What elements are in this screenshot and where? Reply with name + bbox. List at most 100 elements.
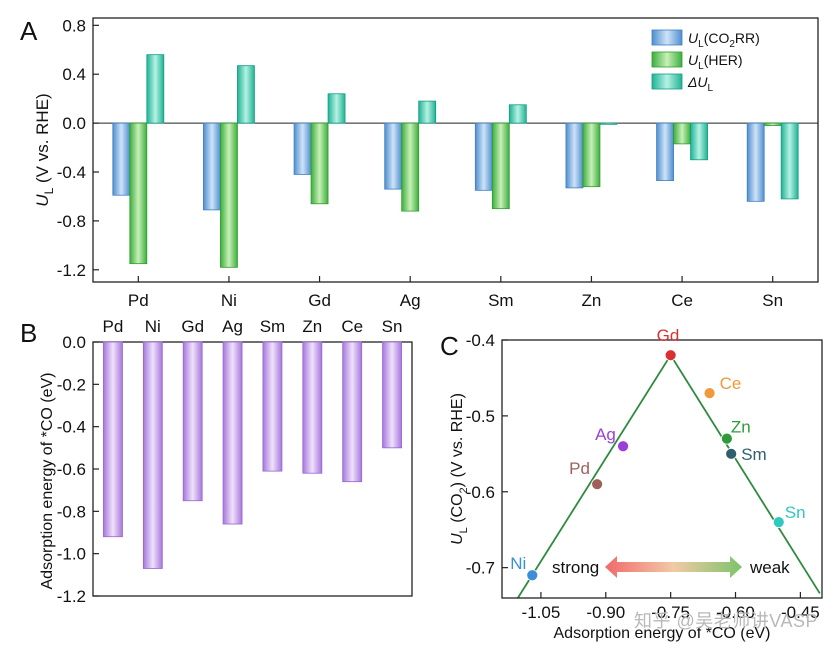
chart-a-bar-Sm-1 bbox=[491, 122, 510, 210]
chart-a-bar-Ag-1 bbox=[401, 122, 420, 212]
panel-b-letter: B bbox=[20, 318, 37, 348]
chart-c-point-label-Ag: Ag bbox=[595, 425, 616, 444]
chart-a-bar-Zn-2 bbox=[599, 122, 618, 125]
chart-a-bar-Gd-1 bbox=[310, 122, 329, 205]
chart-c-xtick-label-3: -0.60 bbox=[716, 603, 755, 622]
chart-c-frame bbox=[501, 339, 823, 599]
chart-a-bar-Sm-0 bbox=[474, 122, 493, 191]
chart-c-point-label-Zn: Zn bbox=[731, 418, 751, 437]
chart-b: 0.0 -0.2 -0.4 -0.6 -0.8 -1.0 -1.2 Pd Ni Gd Ag Sm Zn C… bbox=[39, 317, 413, 606]
chart-a-bar-Ce-0 bbox=[656, 122, 674, 181]
chart-b-category-label-Gd: Gd bbox=[181, 317, 204, 336]
chart-c-point-label-Sn: Sn bbox=[785, 503, 806, 522]
chart-b-bar-Pd bbox=[103, 341, 123, 538]
chart-a-bar-Sn-1 bbox=[763, 122, 782, 126]
chart-a-bar-Ni-0 bbox=[203, 122, 221, 211]
chart-a-y-axis-title: UL (V vs. RHE) bbox=[33, 93, 56, 206]
chart-b-bar-Ag bbox=[222, 341, 243, 525]
chart-b-ytick-label-1: -0.2 bbox=[57, 375, 86, 394]
chart-c-ytick-label-1: -0.5 bbox=[466, 407, 495, 426]
chart-b-bar-Ni bbox=[142, 341, 163, 569]
chart-a-category-label-Sn: Sn bbox=[762, 291, 783, 310]
chart-c-point-Gd bbox=[664, 349, 677, 362]
chart-a-bar-Ag-0 bbox=[384, 122, 403, 190]
chart-a-ytick-label-5: -1.2 bbox=[57, 261, 86, 280]
legend-a-label-2: ΔUL bbox=[687, 74, 714, 94]
chart-a-category-label-Gd: Gd bbox=[308, 291, 331, 310]
chart-a-bar-Ag-2 bbox=[418, 100, 437, 124]
chart-a-category-label-Ce: Ce bbox=[671, 291, 693, 310]
chart-b-bar-Sn bbox=[382, 341, 402, 449]
chart-c-double-arrow bbox=[605, 556, 742, 578]
chart-b-category-label-Zn: Zn bbox=[302, 317, 322, 336]
chart-c: -0.4 -0.5 -0.6 -0.7 -1.05 -0.90 -0.75 -0.60 -0.4… bbox=[449, 326, 823, 642]
chart-a-ytick-label-1: 0.4 bbox=[62, 65, 86, 84]
chart-c-trend-line-1 bbox=[669, 354, 821, 594]
chart-c-point-Sn bbox=[772, 516, 785, 529]
chart-b-ytick-label-4: -0.8 bbox=[57, 502, 86, 521]
chart-b-ytick-label-6: -1.2 bbox=[57, 587, 86, 606]
chart-a-category-label-Pd: Pd bbox=[128, 291, 149, 310]
chart-b-category-label-Sm: Sm bbox=[260, 317, 286, 336]
chart-c-point-label-Ce: Ce bbox=[720, 374, 742, 393]
chart-c-point-Ni bbox=[526, 569, 539, 582]
chart-c-trend-line-0 bbox=[516, 354, 672, 598]
legend-a-swatch-2 bbox=[651, 73, 683, 90]
chart-c-point-Pd bbox=[591, 478, 604, 491]
chart-b-bar-Zn bbox=[302, 341, 323, 474]
chart-c-ytick-label-0: -0.4 bbox=[466, 331, 495, 350]
chart-a-bar-Ce-2 bbox=[690, 122, 708, 161]
chart-a-ytick-label-2: 0.0 bbox=[62, 114, 86, 133]
chart-c-point-Zn bbox=[720, 432, 733, 445]
chart-a-ytick-label-4: -0.8 bbox=[57, 212, 86, 231]
chart-a-bar-Sn-2 bbox=[780, 122, 799, 200]
chart-a-bar-Ce-1 bbox=[673, 122, 691, 145]
chart-b-ytick-label-2: -0.4 bbox=[57, 418, 86, 437]
chart-c-xtick-label-4: -0.45 bbox=[781, 603, 820, 622]
chart-b-bar-Sm bbox=[262, 341, 283, 472]
chart-c-ytick-label-3: -0.7 bbox=[466, 559, 495, 578]
chart-b-ytick-label-3: -0.6 bbox=[57, 460, 86, 479]
chart-b-ytick-label-5: -1.0 bbox=[57, 545, 86, 564]
chart-a-bar-Pd-2 bbox=[146, 54, 165, 124]
chart-c-point-Ce bbox=[703, 387, 716, 400]
chart-b-category-label-Ag: Ag bbox=[222, 317, 243, 336]
chart-a-bar-Gd-0 bbox=[293, 122, 312, 175]
chart-a-bar-Ni-2 bbox=[237, 65, 255, 124]
chart-b-y-axis-title: Adsorption energy of *CO (eV) bbox=[39, 373, 56, 590]
chart-c-xtick-label-0: -1.05 bbox=[522, 603, 561, 622]
chart-b-frame bbox=[92, 341, 413, 597]
legend-a-swatch-1 bbox=[651, 51, 683, 68]
chart-c-point-Ag bbox=[617, 440, 629, 453]
chart-a-frame bbox=[92, 17, 819, 283]
chart-c-xtick-label-2: -0.75 bbox=[651, 603, 690, 622]
chart-c-point-label-Pd: Pd bbox=[569, 459, 590, 478]
chart-a-category-label-Sm: Sm bbox=[488, 291, 514, 310]
chart-c-point-label-Ni: Ni bbox=[510, 554, 526, 573]
chart-a-bar-Sm-2 bbox=[508, 104, 527, 124]
chart-a-bar-Pd-0 bbox=[112, 122, 131, 196]
watermark-text: 知乎 @吴老师讲VASP bbox=[634, 611, 818, 631]
chart-c-point-label-Gd: Gd bbox=[657, 326, 680, 345]
chart-b-category-label-Ni: Ni bbox=[145, 317, 161, 336]
panel-a-letter: A bbox=[20, 16, 38, 46]
chart-b-bar-Gd bbox=[182, 341, 203, 502]
legend-a-label-1: UL(HER) bbox=[688, 52, 743, 72]
chart-b-category-label-Pd: Pd bbox=[103, 317, 124, 336]
chart-c-ytick-label-2: -0.6 bbox=[466, 483, 495, 502]
chart-c-xtick-label-1: -0.90 bbox=[586, 603, 625, 622]
chart-a-bar-Zn-0 bbox=[565, 122, 584, 189]
chart-b-bar-Ce bbox=[342, 341, 363, 483]
chart-a-category-label-Ag: Ag bbox=[400, 291, 421, 310]
chart-a-bar-Ni-1 bbox=[220, 122, 238, 268]
chart-c-point-label-Sm: Sm bbox=[741, 445, 767, 464]
chart-c-annotation-strong: strong bbox=[552, 558, 599, 577]
chart-c-y-axis-title: UL (CO2) (V vs. RHE) bbox=[449, 393, 470, 545]
chart-a-ytick-label-0: 0.8 bbox=[62, 16, 86, 35]
chart-a: 0.8 0.4 0.0 -0.4 -0.8 -1.2 Pd Ni Gd Ag Sm Zn Ce Sn UL(… bbox=[33, 16, 819, 310]
legend-a-label-0: UL(CO2RR) bbox=[688, 30, 760, 50]
chart-a-bar-Zn-1 bbox=[582, 122, 601, 188]
panel-c-letter: C bbox=[440, 331, 459, 361]
